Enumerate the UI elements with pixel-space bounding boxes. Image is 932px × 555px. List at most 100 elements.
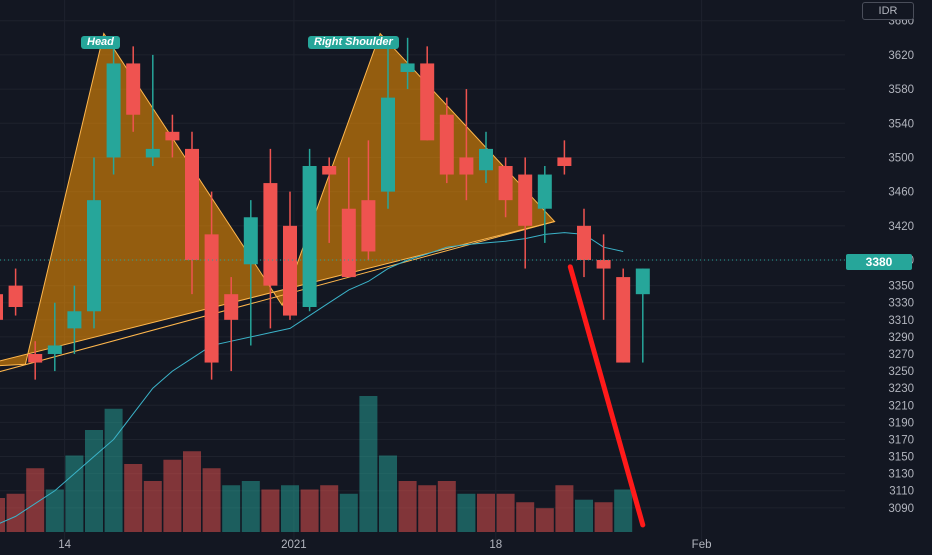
volume-bar xyxy=(202,468,221,532)
volume-bar xyxy=(26,468,45,532)
x-tick-label: 14 xyxy=(58,539,71,550)
candle-body xyxy=(616,277,631,363)
candle-body xyxy=(537,174,552,209)
volume-bar xyxy=(320,485,339,532)
y-tick-label: 3350 xyxy=(888,281,914,293)
volume-bar xyxy=(496,493,515,532)
candle-body xyxy=(185,148,199,260)
candle-body xyxy=(165,131,180,141)
y-tick-label: 3580 xyxy=(888,84,914,96)
volume-bar xyxy=(124,464,143,532)
candle-body xyxy=(106,63,121,158)
candle-body xyxy=(145,148,160,158)
y-tick-label: 3170 xyxy=(888,434,914,446)
right-shoulder-label: Right Shoulder xyxy=(308,36,399,49)
volume-bar xyxy=(535,508,554,532)
y-tick-label: 3130 xyxy=(888,469,914,481)
candle-body xyxy=(557,157,572,166)
volume-bar xyxy=(418,485,437,532)
y-tick-label: 3330 xyxy=(888,298,914,310)
volume-bar xyxy=(163,459,182,532)
candle-body xyxy=(596,260,611,269)
candle-body xyxy=(204,234,219,363)
candle-body xyxy=(8,285,23,308)
breakdown-arrow xyxy=(567,264,646,528)
y-tick-label: 3270 xyxy=(888,349,914,361)
y-tick-label: 3250 xyxy=(888,366,914,378)
y-tick-label: 3460 xyxy=(888,187,914,199)
y-tick-label: 3150 xyxy=(888,452,914,464)
head-label: Head xyxy=(81,36,120,49)
candle-body xyxy=(400,63,415,72)
volume-bar xyxy=(614,489,633,532)
volume-bar xyxy=(85,430,103,532)
last-price-tag: 3380 xyxy=(846,254,912,270)
volume-bar xyxy=(143,481,162,532)
candle-body xyxy=(224,294,239,320)
price-axis xyxy=(845,0,932,550)
volume-bar xyxy=(300,489,319,532)
x-tick-label: 2021 xyxy=(281,539,307,550)
volume-bar xyxy=(281,485,299,532)
y-tick-label: 3210 xyxy=(888,400,914,412)
candle-body xyxy=(67,311,82,329)
volume-bar xyxy=(222,485,241,532)
moving-average-line xyxy=(0,232,624,524)
currency-selector[interactable]: IDR xyxy=(862,2,914,20)
volume-bar xyxy=(555,485,574,532)
volume-bar xyxy=(437,481,456,532)
volume-bar xyxy=(594,502,613,532)
y-tick-label: 3500 xyxy=(888,152,914,164)
y-tick-label: 3420 xyxy=(888,221,914,233)
candle-body xyxy=(87,200,101,312)
y-tick-label: 3090 xyxy=(888,503,914,515)
candle-body xyxy=(263,183,278,286)
candle-body xyxy=(420,63,435,141)
candle-body xyxy=(518,174,533,226)
candle-body xyxy=(126,63,141,115)
candle-body xyxy=(47,345,62,355)
candle-body xyxy=(0,294,3,320)
candle-body xyxy=(381,97,395,192)
candle-body xyxy=(322,165,337,175)
y-tick-label: 3110 xyxy=(889,486,914,498)
volume-bar xyxy=(359,396,378,532)
volume-bar xyxy=(6,493,25,532)
candle-body xyxy=(498,165,513,201)
y-tick-label: 3540 xyxy=(888,118,914,130)
volume-bar xyxy=(516,502,535,532)
volume-bar xyxy=(104,408,123,532)
volume-bar xyxy=(183,451,201,532)
volume-bar xyxy=(241,481,260,532)
candle-body xyxy=(479,148,493,171)
candle-body xyxy=(28,354,43,363)
volume-bar xyxy=(398,481,417,532)
candle-body xyxy=(577,225,591,260)
candle-body xyxy=(635,268,650,295)
volume-bar xyxy=(477,493,495,532)
candle-body xyxy=(283,225,297,316)
x-tick-label: Feb xyxy=(692,539,712,550)
y-tick-label: 3620 xyxy=(888,50,914,62)
volume-bar xyxy=(261,489,280,532)
volume-bar xyxy=(0,498,5,532)
y-tick-label: 3290 xyxy=(888,332,914,344)
volume-bar xyxy=(45,489,64,532)
volume-bar xyxy=(379,455,397,532)
y-tick-label: 3310 xyxy=(888,315,914,327)
candle-body xyxy=(302,165,317,308)
candle-body xyxy=(341,208,356,278)
volume-bar xyxy=(65,455,84,532)
candle-body xyxy=(361,200,376,252)
volume-bar xyxy=(575,499,593,532)
volume-bar xyxy=(339,493,358,532)
volume-bar xyxy=(457,493,476,532)
y-tick-label: 3230 xyxy=(888,383,914,395)
candle-body xyxy=(243,217,258,265)
y-tick-label: 3190 xyxy=(888,417,914,429)
neckline xyxy=(0,221,555,373)
candle-body xyxy=(439,114,454,175)
x-tick-label: 18 xyxy=(489,539,502,550)
